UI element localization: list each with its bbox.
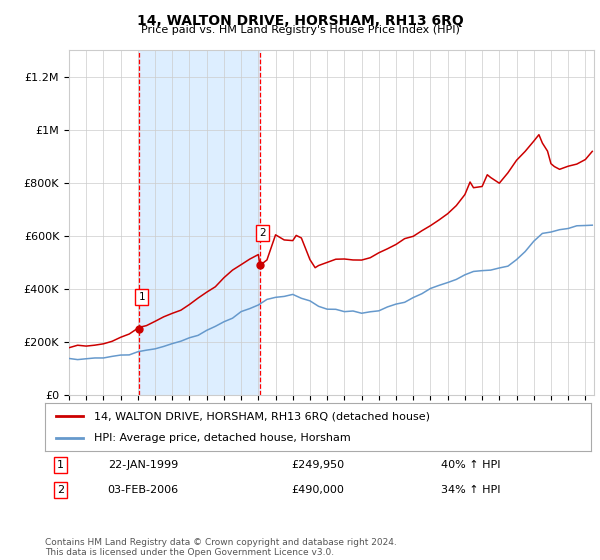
Text: 1: 1 bbox=[57, 460, 64, 470]
Text: 40% ↑ HPI: 40% ↑ HPI bbox=[441, 460, 500, 470]
Text: 22-JAN-1999: 22-JAN-1999 bbox=[108, 460, 178, 470]
Text: 03-FEB-2006: 03-FEB-2006 bbox=[108, 485, 179, 495]
Text: 1: 1 bbox=[139, 292, 145, 302]
Text: 34% ↑ HPI: 34% ↑ HPI bbox=[441, 485, 500, 495]
Text: 14, WALTON DRIVE, HORSHAM, RH13 6RQ: 14, WALTON DRIVE, HORSHAM, RH13 6RQ bbox=[137, 14, 463, 28]
Text: 14, WALTON DRIVE, HORSHAM, RH13 6RQ (detached house): 14, WALTON DRIVE, HORSHAM, RH13 6RQ (det… bbox=[94, 411, 430, 421]
Text: 2: 2 bbox=[259, 228, 266, 238]
Text: £490,000: £490,000 bbox=[292, 485, 344, 495]
Text: Price paid vs. HM Land Registry's House Price Index (HPI): Price paid vs. HM Land Registry's House … bbox=[140, 25, 460, 35]
Text: HPI: Average price, detached house, Horsham: HPI: Average price, detached house, Hors… bbox=[94, 433, 351, 443]
Text: Contains HM Land Registry data © Crown copyright and database right 2024.
This d: Contains HM Land Registry data © Crown c… bbox=[45, 538, 397, 557]
Text: £249,950: £249,950 bbox=[292, 460, 344, 470]
Text: 2: 2 bbox=[57, 485, 64, 495]
Bar bbox=[139, 50, 260, 395]
